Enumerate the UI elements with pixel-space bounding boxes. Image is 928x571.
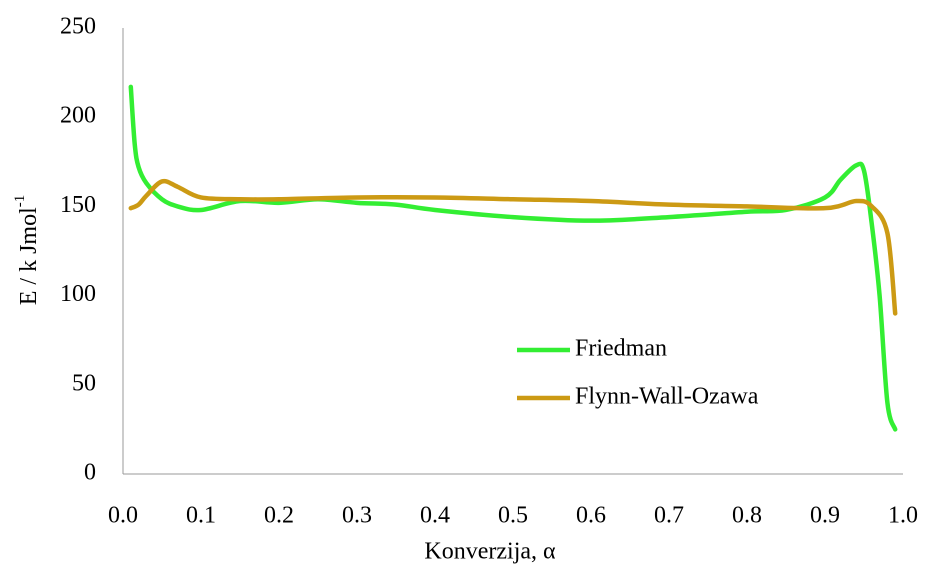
y-tick-label: 0 <box>84 460 96 486</box>
y-axis-label-superscript: -1 <box>12 195 28 208</box>
y-tick-label: 200 <box>60 103 96 129</box>
series-line <box>128 84 898 432</box>
y-axis-label-main: E / k Jmol <box>16 207 42 305</box>
legend-label: Friedman <box>575 336 667 362</box>
x-tick-label: 0.3 <box>342 503 372 529</box>
x-tick-label: 0.8 <box>732 503 762 529</box>
y-tick-label: 100 <box>60 281 96 307</box>
x-tick-label: 0.9 <box>810 503 840 529</box>
y-axis-label: E / k Jmol-1 <box>12 195 41 306</box>
x-axis-label: Konverzija, α <box>424 539 556 565</box>
x-tick-label: 0.5 <box>498 503 528 529</box>
x-tick-label: 0.4 <box>420 503 450 529</box>
x-tick-label: 0.7 <box>654 503 684 529</box>
y-tick-label: 50 <box>72 370 96 396</box>
x-tick-label: 0.0 <box>108 503 138 529</box>
series-line <box>128 178 898 316</box>
y-tick-label: 150 <box>60 192 96 218</box>
x-tick-label: 1.0 <box>888 503 918 529</box>
legend-label: Flynn-Wall-Ozawa <box>575 384 759 410</box>
x-tick-label: 0.6 <box>576 503 606 529</box>
y-tick-label: 250 <box>60 14 96 40</box>
x-tick-label: 0.1 <box>186 503 216 529</box>
x-tick-label: 0.2 <box>264 503 294 529</box>
